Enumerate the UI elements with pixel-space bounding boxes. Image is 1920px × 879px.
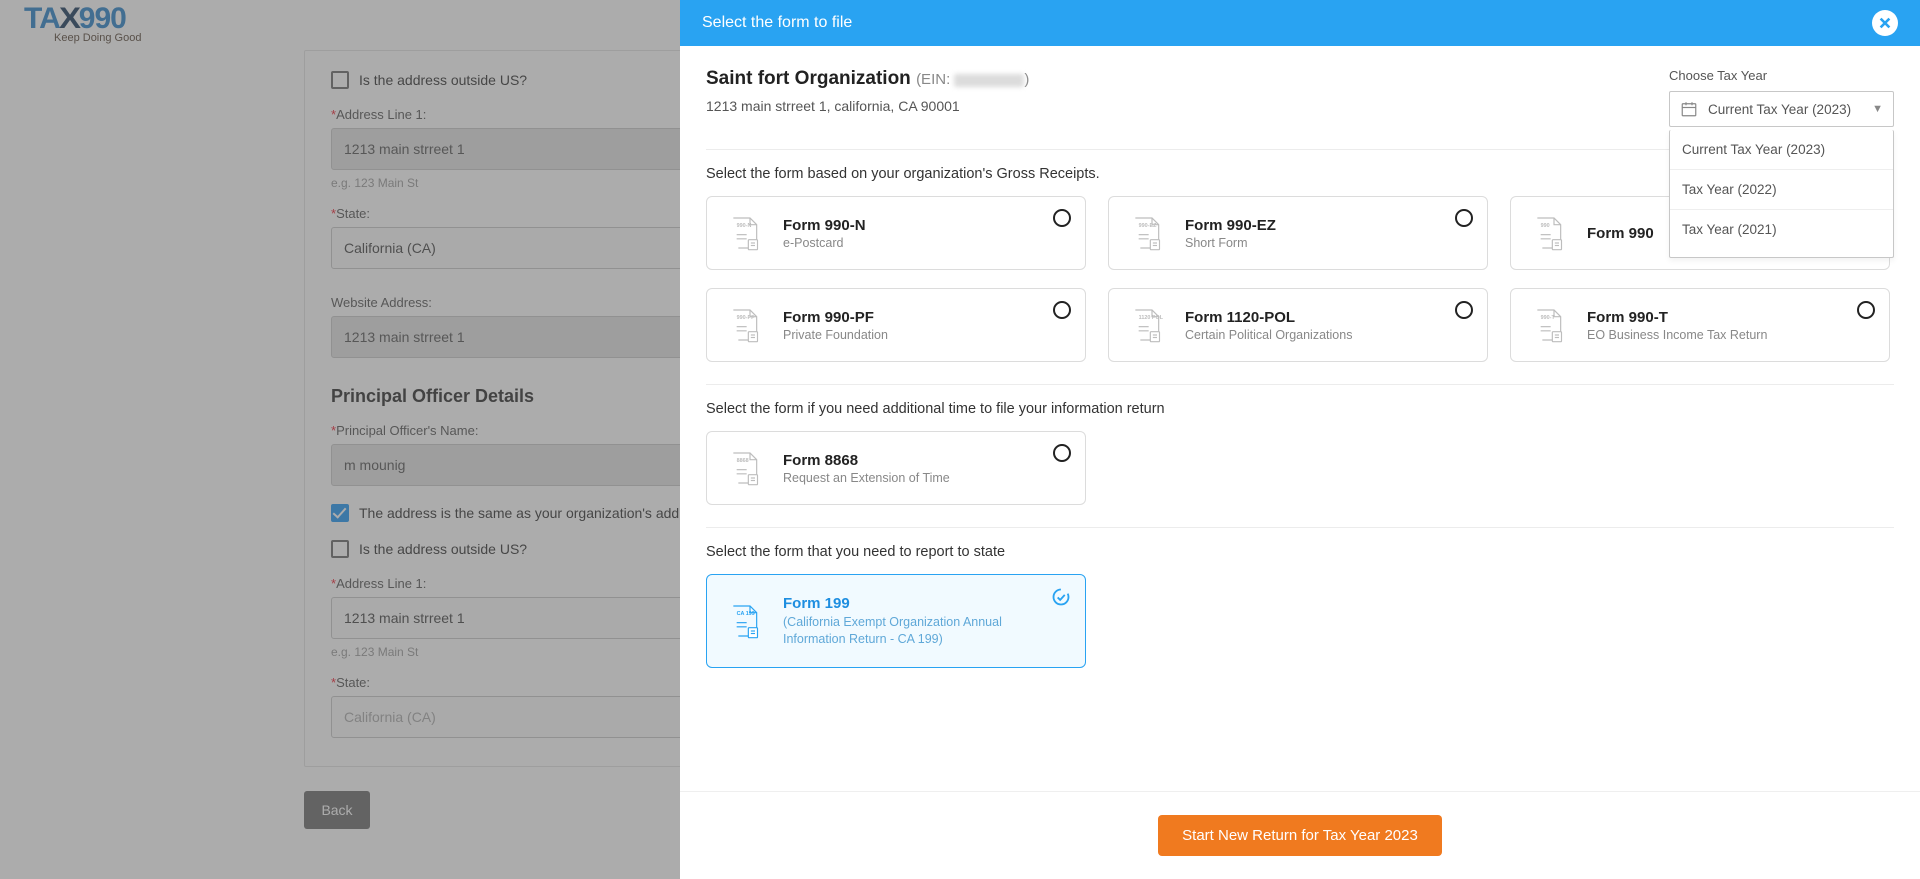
tax-year-select[interactable]: Current Tax Year (2023) ▼ xyxy=(1669,91,1894,127)
form-option-title: Form 990 xyxy=(1587,225,1654,242)
form-option-subtitle: Certain Political Organizations xyxy=(1185,328,1352,342)
tax-year-selected: Current Tax Year (2023) xyxy=(1708,102,1851,117)
tax-year-option[interactable]: Current Tax Year (2023) xyxy=(1670,130,1893,170)
form-option-subtitle: Private Foundation xyxy=(783,328,888,342)
form-option-form 1120-pol[interactable]: 1120 POL Form 1120-POL Certain Political… xyxy=(1108,288,1488,362)
svg-text:990-T: 990-T xyxy=(1541,315,1556,321)
state-section-label: Select the form that you need to report … xyxy=(706,544,1894,560)
form-icon: 990-EZ xyxy=(1125,211,1169,255)
form-option-title: Form 1120-POL xyxy=(1185,309,1352,326)
form-option-subtitle: (California Exempt Organization Annual I… xyxy=(783,614,1013,648)
form-icon: 1120 POL xyxy=(1125,303,1169,347)
form-option-form 8868[interactable]: 8868 Form 8868 Request an Extension of T… xyxy=(706,431,1086,505)
form-option-form 990-ez[interactable]: 990-EZ Form 990-EZ Short Form xyxy=(1108,196,1488,270)
start-new-return-button[interactable]: Start New Return for Tax Year 2023 xyxy=(1158,815,1442,856)
svg-text:990-EZ: 990-EZ xyxy=(1139,223,1157,229)
svg-text:990-PF: 990-PF xyxy=(737,315,755,321)
modal-title: Select the form to file xyxy=(702,14,852,32)
close-button[interactable] xyxy=(1872,10,1898,36)
form-option-subtitle: EO Business Income Tax Return xyxy=(1587,328,1767,342)
form-option-form 990-n[interactable]: 990-N Form 990-N e-Postcard xyxy=(706,196,1086,270)
form-option-form 990-pf[interactable]: 990-PF Form 990-PF Private Foundation xyxy=(706,288,1086,362)
form-option-title: Form 990-T xyxy=(1587,309,1767,326)
org-address: 1213 main strreet 1, california, CA 9000… xyxy=(706,98,1029,114)
form-option-title: Form 199 xyxy=(783,595,1013,612)
form-option-title: Form 990-N xyxy=(783,217,866,234)
form-option-title: Form 990-PF xyxy=(783,309,888,326)
calendar-icon xyxy=(1680,100,1698,118)
svg-text:CA 199: CA 199 xyxy=(737,611,755,617)
svg-text:990-N: 990-N xyxy=(737,223,752,229)
choose-tax-year-label: Choose Tax Year xyxy=(1669,68,1894,83)
form-icon: 8868 xyxy=(723,446,767,490)
close-icon xyxy=(1878,16,1892,30)
form-icon: 990-T xyxy=(1527,303,1571,347)
ein-value xyxy=(954,74,1024,87)
form-option-subtitle: e-Postcard xyxy=(783,236,866,250)
form-icon: 990-PF xyxy=(723,303,767,347)
svg-text:1120 POL: 1120 POL xyxy=(1139,315,1164,321)
form-icon: 990-N xyxy=(723,211,767,255)
svg-text:990: 990 xyxy=(1541,223,1550,229)
extension-section-label: Select the form if you need additional t… xyxy=(706,401,1894,417)
tax-year-option[interactable]: Tax Year (2022) xyxy=(1670,170,1893,210)
tax-year-option[interactable]: Tax Year (2021) xyxy=(1670,210,1893,257)
form-option-form 199[interactable]: CA 199 Form 199 (California Exempt Organ… xyxy=(706,574,1086,668)
tax-year-dropdown: Current Tax Year (2023) Tax Year (2022) … xyxy=(1669,130,1894,258)
form-option-subtitle: Short Form xyxy=(1185,236,1276,250)
form-icon: CA 199 xyxy=(723,599,767,643)
chevron-down-icon: ▼ xyxy=(1872,103,1883,115)
org-name: Saint fort Organization (EIN: ) xyxy=(706,68,1029,90)
form-option-subtitle: Request an Extension of Time xyxy=(783,471,950,485)
form-icon: 990 xyxy=(1527,211,1571,255)
modal-header: Select the form to file xyxy=(680,0,1920,46)
select-form-modal: Select the form to file Saint fort Organ… xyxy=(680,0,1920,879)
form-option-title: Form 8868 xyxy=(783,452,950,469)
form-option-title: Form 990-EZ xyxy=(1185,217,1276,234)
svg-text:8868: 8868 xyxy=(737,458,749,464)
form-option-form 990-t[interactable]: 990-T Form 990-T EO Business Income Tax … xyxy=(1510,288,1890,362)
